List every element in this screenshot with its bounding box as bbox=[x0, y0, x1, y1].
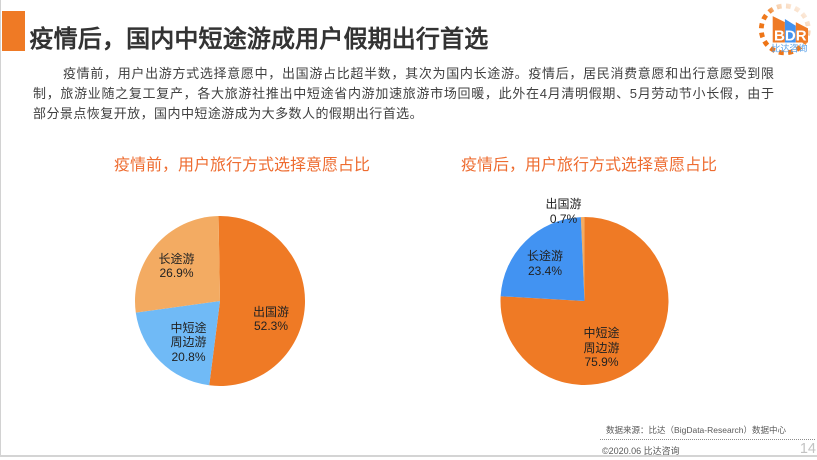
svg-text:BDR: BDR bbox=[774, 27, 807, 44]
svg-text:比达咨询: 比达咨询 bbox=[771, 42, 807, 53]
